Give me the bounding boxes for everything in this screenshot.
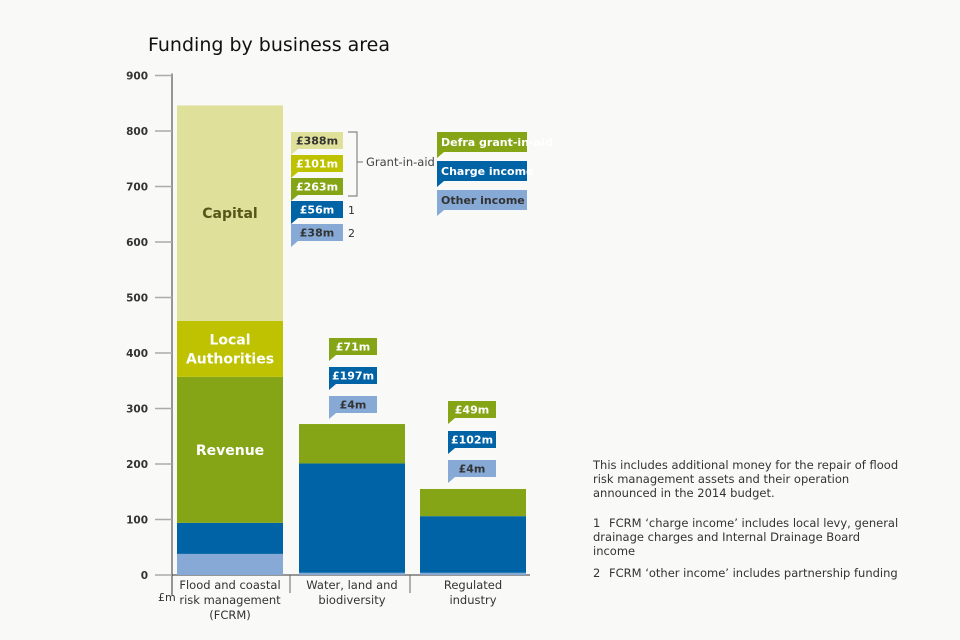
y-tick-label: 200 <box>126 459 148 471</box>
callout-label: £38m <box>300 227 334 240</box>
callout-label-flag <box>291 201 343 224</box>
callout-label-flag <box>291 132 343 155</box>
segment-label: Revenue <box>196 443 264 459</box>
callout-label-flag <box>448 431 496 454</box>
callout-label: £101m <box>296 158 338 171</box>
category-label: (FCRM) <box>209 608 251 622</box>
y-tick-label: 0 <box>141 570 148 582</box>
bar-segment-capital <box>177 105 283 321</box>
legend-swatch <box>437 132 527 158</box>
segment-label: Authorities <box>186 351 274 367</box>
footnote-marker: 2 <box>348 227 355 240</box>
callout-label-flag <box>329 396 377 419</box>
callout-label-flag <box>448 401 496 424</box>
bar-segment-defra-grant-in-aid-revenue- <box>299 424 405 464</box>
bar-segment-charge-income <box>420 516 526 573</box>
category-label: biodiversity <box>318 593 385 607</box>
callout-label: £102m <box>451 434 493 447</box>
callout-label: £4m <box>459 463 486 476</box>
note-1: 1 FCRM ‘charge income’ includes local lev… <box>593 516 903 558</box>
note-1-number: 1 <box>593 516 601 530</box>
grant-in-aid-bracket <box>348 131 358 197</box>
y-tick-label: 300 <box>126 404 148 416</box>
bar-segment-other-income <box>177 553 283 575</box>
callout-label: £388m <box>296 135 338 148</box>
y-tick-label: 100 <box>126 515 148 527</box>
category-label: Water, land and <box>306 578 397 592</box>
bar-segment-charge-income <box>299 463 405 573</box>
bar-segment-defra-grant-in-aid-revenue- <box>177 376 283 523</box>
chart-title: Funding by business area <box>148 34 391 56</box>
legend-label: Charge income <box>441 165 534 178</box>
callout-label-flag <box>448 460 496 483</box>
bar-segment-other-income <box>420 572 526 575</box>
category-label: industry <box>449 593 496 607</box>
legend-swatch <box>437 161 527 187</box>
callout-label: £56m <box>300 204 334 217</box>
callout-label-flag <box>291 224 343 247</box>
note-2-text: FCRM ‘other income’ includes partnership… <box>609 566 898 580</box>
segment-label: Local <box>209 332 250 348</box>
callout-label: £197m <box>332 370 374 383</box>
y-axis-unit: £m <box>158 591 176 604</box>
y-tick-label: 600 <box>126 237 148 249</box>
footnote-marker: 1 <box>348 204 355 217</box>
y-tick-label: 500 <box>126 293 148 305</box>
category-label: Flood and coastal <box>179 578 280 592</box>
callout-label: £263m <box>296 181 338 194</box>
callout-label: £49m <box>455 404 489 417</box>
legend-label: Defra grant-in-aid <box>441 136 553 149</box>
callout-label-flag <box>329 338 377 361</box>
legend-label: Other income <box>441 194 525 207</box>
note-1-text: FCRM ‘charge income’ includes local levy… <box>593 516 899 558</box>
bar-segment-charge-income <box>177 522 283 554</box>
y-tick-label: 800 <box>126 126 148 138</box>
y-tick-label: 400 <box>126 348 148 360</box>
category-label: Regulated <box>444 578 502 592</box>
category-label: risk management <box>179 593 281 607</box>
segment-label: Capital <box>202 206 257 222</box>
y-tick-label: 700 <box>126 182 148 194</box>
y-tick-label: 900 <box>126 71 148 83</box>
bar-segment-defra-grant-in-aid-revenue- <box>420 488 526 517</box>
callout-label-flag <box>291 155 343 178</box>
callout-label: £4m <box>340 399 367 412</box>
callout-label-flag <box>291 178 343 201</box>
bracket-label: Grant-in-aid <box>366 155 435 169</box>
bar-segment-other-income <box>299 572 405 575</box>
legend-swatch <box>437 190 527 216</box>
callout-label: £71m <box>336 341 370 354</box>
note-intro: This includes additional money for the r… <box>593 458 899 500</box>
callout-label-flag <box>329 367 377 390</box>
note-2: 2 FCRM ‘other income’ includes partnershi… <box>593 566 903 580</box>
bar-segment-local-authorities <box>177 320 283 377</box>
note-2-number: 2 <box>593 566 601 580</box>
